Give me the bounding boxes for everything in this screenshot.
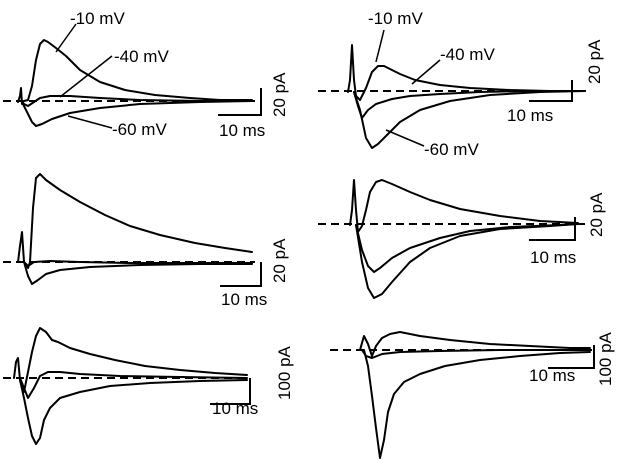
panel-3-trace-3 [23,261,253,285]
series-label: -10 mV [70,9,125,28]
scale-bar-y-label: 20 pA [270,72,289,117]
scale-bar-x-label: 10 ms [219,121,265,140]
scale-bar-x-label: 10 ms [212,399,258,418]
panel-1-trace-2 [21,95,253,107]
scale-bar-y-label: 20 pA [585,39,604,84]
scale-bar-x-label: 10 ms [507,106,553,125]
label-leader [411,59,441,85]
panel-6: 10 ms 100 pA [330,331,615,459]
label-leader [375,29,385,63]
scale-bar [218,88,262,116]
series-label: -40 mV [440,45,495,64]
scale-bar-y-label: 20 pA [270,238,289,283]
panel-1: -10 mV -40 mV -60 mV 10 ms 20 pA [3,9,289,140]
panel-3: 10 ms 20 pA [3,173,289,309]
panel-5-trace-2 [19,371,248,399]
label-leader [55,23,77,53]
scale-bar [210,378,251,405]
scale-bar-y-label: 100 pA [596,331,615,386]
panel-5-trace-1 [13,327,248,393]
scale-bar-y-label: 20 pA [587,192,606,237]
panel-3-trace-1 [17,173,253,269]
series-label: -40 mV [114,47,169,66]
panel-6-trace-3 [363,349,591,459]
panel-4: 10 ms 20 pA [318,179,606,299]
panel-4-trace-3 [355,223,579,299]
panel-4-trace-2 [355,223,579,273]
scale-bar-x-label: 10 ms [530,248,576,267]
series-label: -10 mV [368,9,423,28]
panel-1-trace-3 [21,100,253,127]
scale-bar [529,217,576,241]
panel-3-trace-2 [23,260,253,267]
label-leader [67,115,113,129]
scale-bar [529,80,573,102]
series-label: -60 mV [424,140,479,159]
panel-2: -10 mV -40 mV -60 mV 10 ms 20 pA [318,9,604,159]
panel-6-trace-1 [359,331,591,357]
panel-4-trace-1 [349,179,579,233]
panel-5: 10 ms 100 pA [3,327,294,445]
scale-bar [548,345,595,369]
panel-2-trace-3 [353,90,586,149]
scale-bar-x-label: 10 ms [221,290,267,309]
series-label: -60 mV [112,120,167,139]
panel-5-trace-3 [19,379,248,445]
label-leader [385,129,425,147]
scale-bar-x-label: 10 ms [529,366,575,385]
panel-2-trace-1 [347,44,586,101]
scale-bar-y-label: 100 pA [275,345,294,400]
panel-6-trace-2 [361,349,591,359]
scale-bar [220,262,262,287]
label-leader [59,55,113,98]
